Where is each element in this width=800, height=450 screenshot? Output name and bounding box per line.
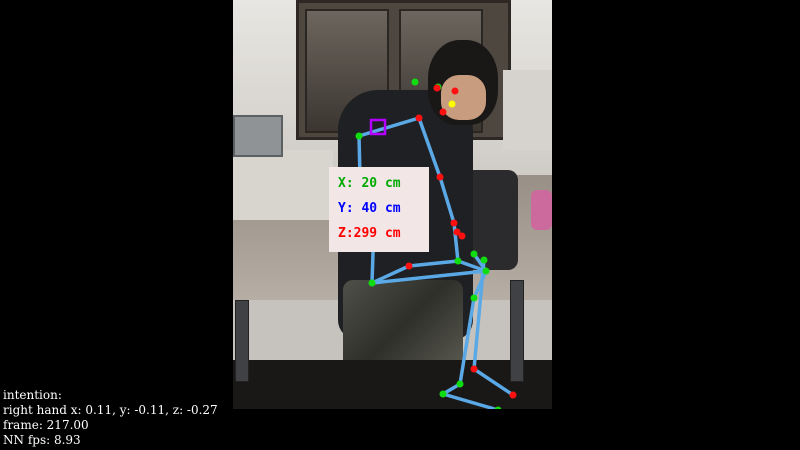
bone-shL-shR [357,116,421,138]
y-coordinate: Y: 40 cm [338,201,401,216]
joint-kneeL [470,294,478,302]
bone-hL2-kneeR [472,258,486,371]
joint-hL2 [480,256,488,264]
bone-elR-wrR [438,175,456,225]
target-marker [369,118,387,136]
printer [233,115,283,157]
pink-bin [531,190,552,230]
joint-hL3 [454,257,462,265]
joint-hipL [368,279,376,287]
joint-earL [411,78,419,86]
camera-feed [233,0,552,409]
desk [233,150,333,220]
table-rail-right [510,280,524,382]
bone-hipR-hL3 [407,259,460,268]
joint-elR [436,173,444,181]
bone-footL-footR [441,392,500,409]
intention-label: intention: [3,388,62,402]
joint-hL4 [482,267,490,275]
person-legs [343,280,463,370]
joint-nose [433,84,441,92]
joint-hL1 [470,250,478,258]
skeleton-joints [355,78,517,409]
bone-shR-elR [417,116,442,179]
fps-readout: NN fps: 8.93 [3,433,81,447]
joint-eyeR [451,87,459,95]
x-coordinate: X: 20 cm [338,176,401,191]
z-coordinate: Z:299 cm [338,226,401,241]
bone-hipL-hL4 [370,269,488,285]
joint-wrR [450,219,458,227]
joint-ankL [456,380,464,388]
skeleton-bones [357,116,515,409]
joint-ankR [509,391,517,399]
joint-kneeR [470,365,478,373]
frame-counter: frame: 217.00 [3,418,89,432]
joint-shR [415,114,423,122]
joint-shL [355,132,363,140]
joint-hR1 [453,228,461,236]
joint-footL [439,390,447,398]
joint-hR2 [458,232,466,240]
joint-earR [448,100,456,108]
side-table [503,70,552,150]
bone-kneeL-ankL [458,296,476,386]
bone-kneeR-ankR [472,367,515,397]
bone-wrR-hL3 [452,221,460,263]
joint-neck [439,108,447,116]
right-hand-readout: right hand x: 0.11, y: -0.11, z: -0.27 [3,403,218,417]
bone-hL3-hL4 [456,259,488,273]
bone-hipL-hipR [370,264,411,285]
person-face [441,75,486,120]
coordinate-readout-box: X: 20 cm Y: 40 cm Z:299 cm [329,167,429,252]
joint-hipR [405,262,413,270]
joint-footR [494,406,502,409]
table-rail-left [235,300,249,382]
